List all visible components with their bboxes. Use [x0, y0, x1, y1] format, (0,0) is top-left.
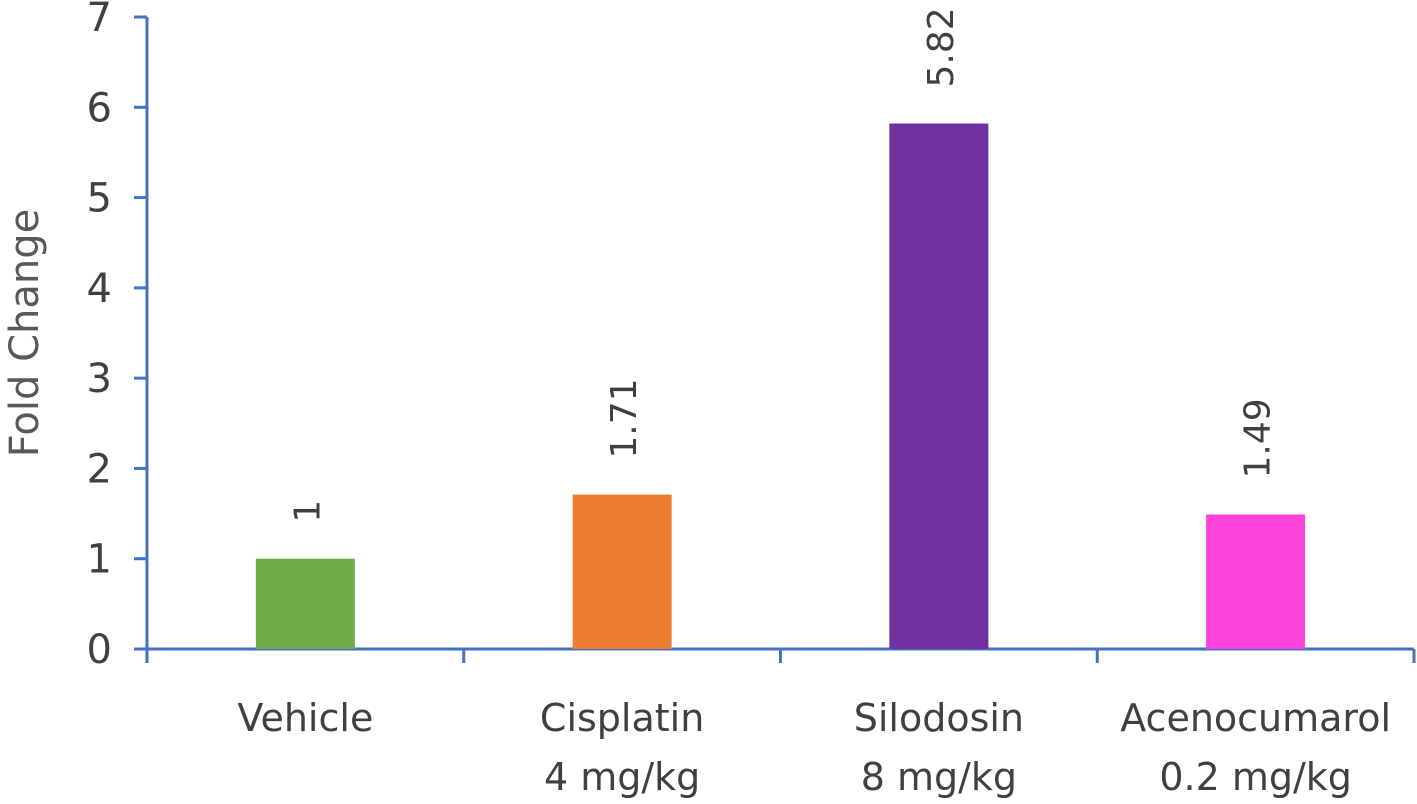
category-label: Vehicle [237, 696, 373, 740]
bar [889, 123, 989, 650]
x-axis [145, 647, 1416, 663]
bar [255, 558, 355, 649]
data-label: 5.82 [921, 7, 962, 87]
y-tick-label: 2 [87, 446, 112, 492]
y-tick-label: 7 [87, 0, 112, 41]
bar [572, 494, 672, 649]
category-label: Silodosin 8 mg/kg [854, 696, 1024, 799]
bars [255, 123, 1306, 650]
y-tick-label: 5 [87, 176, 112, 222]
category-label: Acenocumarol 0.2 mg/kg [1120, 696, 1391, 799]
category-labels: Vehicle Cisplatin 4 mg/kg Silodosin 8 mg/kg A… [237, 696, 1391, 799]
y-axis: 0 1 2 3 4 5 6 7 [87, 0, 149, 673]
bar [1206, 514, 1306, 649]
data-labels: 1 1.71 5.82 1.49 [287, 7, 1278, 522]
data-label: 1.71 [604, 378, 645, 458]
y-tick-label: 3 [87, 356, 112, 402]
category-label: Cisplatin 4 mg/kg [540, 696, 704, 799]
y-tick-label: 4 [87, 266, 112, 312]
data-label: 1 [287, 500, 328, 523]
y-tick-label: 1 [87, 537, 112, 583]
y-axis-title: Fold Change [2, 209, 48, 457]
y-tick-label: 0 [87, 627, 112, 673]
data-label: 1.49 [1238, 398, 1279, 478]
y-tick-label: 6 [87, 85, 112, 131]
